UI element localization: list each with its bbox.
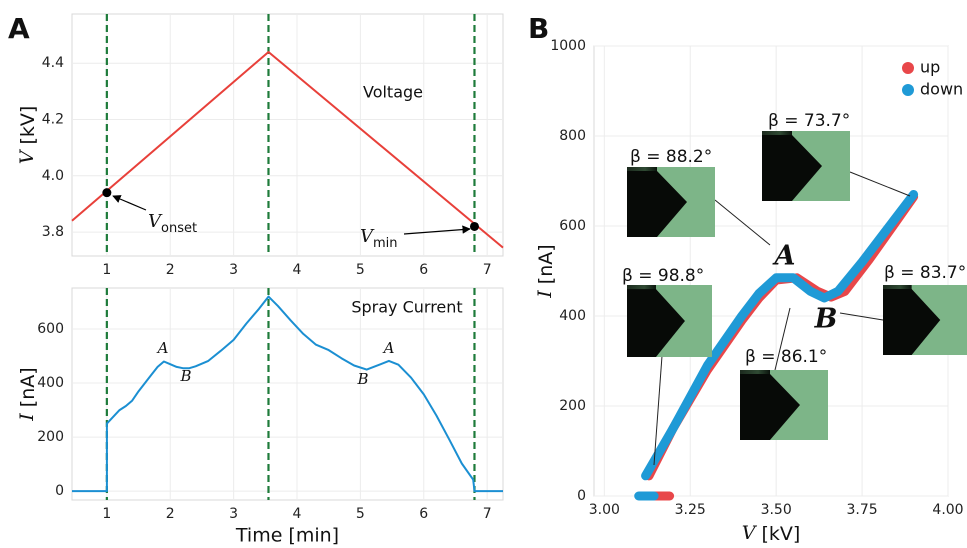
inset-label: β = 88.2° (630, 147, 712, 167)
x-tick-label: 1 (102, 262, 111, 278)
x-tick-label: 3.00 (589, 502, 620, 518)
peak-label: A (156, 339, 169, 357)
x-tick-label: 6 (419, 506, 428, 522)
x-tick-label: 3.25 (675, 502, 706, 518)
axis-symbol: I (534, 290, 556, 299)
axis-unit: [nA] (17, 367, 39, 407)
leader (653, 355, 663, 466)
legend-swatch (902, 62, 914, 74)
region-label: B (814, 304, 838, 335)
axis-symbol: V (16, 148, 38, 164)
point-label: Vmin (360, 226, 398, 251)
peak-label: B (179, 367, 191, 385)
x-axis-label: Time [min] (235, 525, 339, 547)
x-tick-label: 1 (102, 506, 111, 522)
droplet-image (740, 370, 828, 440)
legend-label: up (920, 58, 940, 77)
plot-frame (71, 13, 504, 257)
y-tick-label: 4.2 (42, 112, 64, 128)
axis-unit: [kV] (761, 523, 800, 545)
plot-frame (71, 287, 504, 501)
x-tick-label: 5 (356, 262, 365, 278)
y-tick-label: 0 (577, 488, 586, 504)
y-tick-label: 200 (559, 398, 586, 414)
marker-point (102, 188, 112, 198)
data-line (72, 295, 503, 493)
x-tick-label: 4.00 (932, 502, 963, 518)
x-tick-label: 7 (483, 262, 492, 278)
y-tick-label: 600 (559, 218, 586, 234)
point-subscript: onset (161, 221, 197, 236)
inset-label: β = 86.1° (745, 347, 827, 367)
scatter-points (634, 190, 919, 501)
droplet-image (883, 285, 967, 355)
marker-point (469, 221, 479, 231)
legend-label: down (920, 80, 963, 99)
leader (839, 312, 884, 321)
leader (714, 199, 771, 246)
peak-label: B (356, 370, 368, 388)
x-tick-label: 3 (229, 506, 238, 522)
axis-unit: [nA] (535, 244, 557, 284)
droplet-image (762, 131, 850, 201)
axis-symbol: V (742, 522, 758, 544)
panel-label: B (528, 12, 549, 45)
inset-label: β = 98.8° (622, 266, 704, 286)
annotation: Spray Current (351, 298, 462, 317)
region-label: A (772, 241, 796, 272)
axis-symbol: I (16, 413, 38, 422)
y-tick-label: 400 (37, 375, 64, 391)
pointer-arrow (112, 195, 147, 211)
insets: β = 88.2° β = 73.7° β = 98.8° β = 86.1° … (622, 111, 967, 466)
x-axis-label: V [kV] (742, 522, 801, 545)
point-subscript: min (373, 236, 398, 251)
x-tick-label: 6 (419, 262, 428, 278)
droplet-image (627, 285, 712, 357)
y-tick-label: 400 (559, 308, 586, 324)
y-tick-label: 0 (55, 483, 64, 499)
leader (774, 307, 791, 371)
point-label: Vonset (148, 211, 197, 236)
peak-label: A (382, 339, 395, 357)
y-tick-label: 800 (559, 128, 586, 144)
y-tick-label: 1000 (550, 38, 586, 54)
y-tick-label: 600 (37, 321, 64, 337)
y-axis-label: V [kV] (16, 106, 39, 165)
axis-unit: [kV] (17, 106, 39, 145)
inset-label: β = 83.7° (884, 263, 966, 283)
point-symbol: V (360, 226, 375, 247)
leader (849, 171, 911, 197)
x-tick-label: 2 (166, 262, 175, 278)
droplet-image (627, 167, 715, 237)
annotation: Voltage (363, 83, 423, 102)
inset-label: β = 73.7° (768, 111, 850, 131)
x-tick-label: 5 (356, 506, 365, 522)
y-axis-label: I [nA] (16, 367, 39, 421)
x-tick-label: 4 (293, 262, 302, 278)
panel-label: A (8, 12, 30, 45)
pointer-arrow (403, 225, 471, 235)
point-symbol: V (148, 211, 163, 232)
legend-swatch (902, 84, 914, 96)
x-tick-label: 2 (166, 506, 175, 522)
data-line (71, 51, 504, 249)
y-tick-label: 200 (37, 429, 64, 445)
x-tick-label: 4 (293, 506, 302, 522)
y-axis-label: I [nA] (534, 244, 557, 298)
x-tick-label: 3.50 (761, 502, 792, 518)
x-tick-label: 3.75 (846, 502, 877, 518)
y-tick-label: 4.0 (42, 168, 64, 184)
y-tick-label: 3.8 (42, 224, 64, 240)
x-tick-label: 3 (229, 262, 238, 278)
x-tick-label: 7 (483, 506, 492, 522)
y-tick-label: 4.4 (42, 55, 64, 71)
